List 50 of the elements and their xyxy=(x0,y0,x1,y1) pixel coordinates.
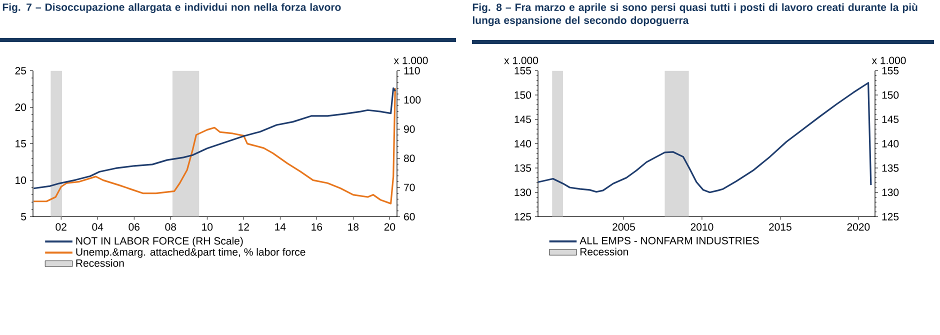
y-axis-title: x 1.000 xyxy=(504,56,538,64)
chart-title: Fig. 8 – Fra marzo e aprile si sono persi quasi tutti i posti di lavoro creati durante la più lunga espansione del secondo dopoguerra xyxy=(472,3,918,26)
y-tick-label: 125 xyxy=(514,212,532,220)
x-tick-label: 2005 xyxy=(612,223,635,231)
y-tick-label: 15 xyxy=(16,140,26,148)
y2-tick-label: 140 xyxy=(882,140,899,148)
y2-tick-label: 130 xyxy=(882,188,899,196)
y-tick-label: 155 xyxy=(514,67,532,74)
y2-tick-label: 110 xyxy=(404,66,420,74)
y-tick-label: 135 xyxy=(514,164,532,172)
x-tick-label: 14 xyxy=(275,223,286,230)
x-tick-label: 04 xyxy=(92,223,104,231)
x-tick-label: 16 xyxy=(312,223,322,231)
y2-tick-label: 80 xyxy=(404,154,415,162)
x-tick-label: 18 xyxy=(348,223,359,231)
legend-label: Recession xyxy=(76,259,124,267)
y2-axis-title: x 1.000 xyxy=(872,56,906,64)
y2-axis-title: x 1.000 xyxy=(394,56,428,64)
y-tick-label: 5 xyxy=(21,213,26,220)
x-tick-label: 2020 xyxy=(847,223,870,231)
x-tick-label: 06 xyxy=(128,223,140,231)
chart-title: Fig. 7 – Disoccupazione allargata e individui non nella forza lavoro xyxy=(2,3,341,14)
y2-tick-label: 90 xyxy=(404,125,415,133)
x-tick-label: 12 xyxy=(238,223,249,231)
y2-tick-label: 145 xyxy=(882,116,899,124)
x-tick-label: 20 xyxy=(384,223,396,231)
y2-tick-label: 100 xyxy=(404,96,421,104)
y-tick-label: 10 xyxy=(16,176,26,184)
y2-tick-label: 60 xyxy=(404,212,415,220)
y-tick-label: 25 xyxy=(15,66,26,74)
y2-tick-label: 155 xyxy=(882,67,899,74)
x-tick-label: 08 xyxy=(165,223,176,231)
legend-label: ALL EMPS - NONFARM INDUSTRIES xyxy=(580,236,759,244)
y-tick-label: 20 xyxy=(15,103,26,111)
x-tick-label: 10 xyxy=(202,223,213,231)
legend-label: Unemp.&marg. attached&part time, % labor force xyxy=(76,248,306,258)
x-tick-label: 02 xyxy=(56,223,66,231)
y-tick-label: 140 xyxy=(514,140,532,148)
y2-tick-label: 125 xyxy=(882,212,899,220)
x-tick-label: 2015 xyxy=(769,223,792,231)
legend-label: NOT IN LABOR FORCE (RH Scale) xyxy=(76,236,243,247)
y-tick-label: 130 xyxy=(514,188,532,196)
y-tick-label: 145 xyxy=(514,116,532,124)
y2-tick-label: 135 xyxy=(882,164,899,172)
legend-label: Recession xyxy=(580,248,628,256)
y2-tick-label: 70 xyxy=(404,184,415,192)
y-tick-label: 150 xyxy=(514,91,532,99)
y2-tick-label: 150 xyxy=(882,91,899,99)
line-series xyxy=(538,82,872,194)
x-tick-label: 2010 xyxy=(690,223,714,231)
